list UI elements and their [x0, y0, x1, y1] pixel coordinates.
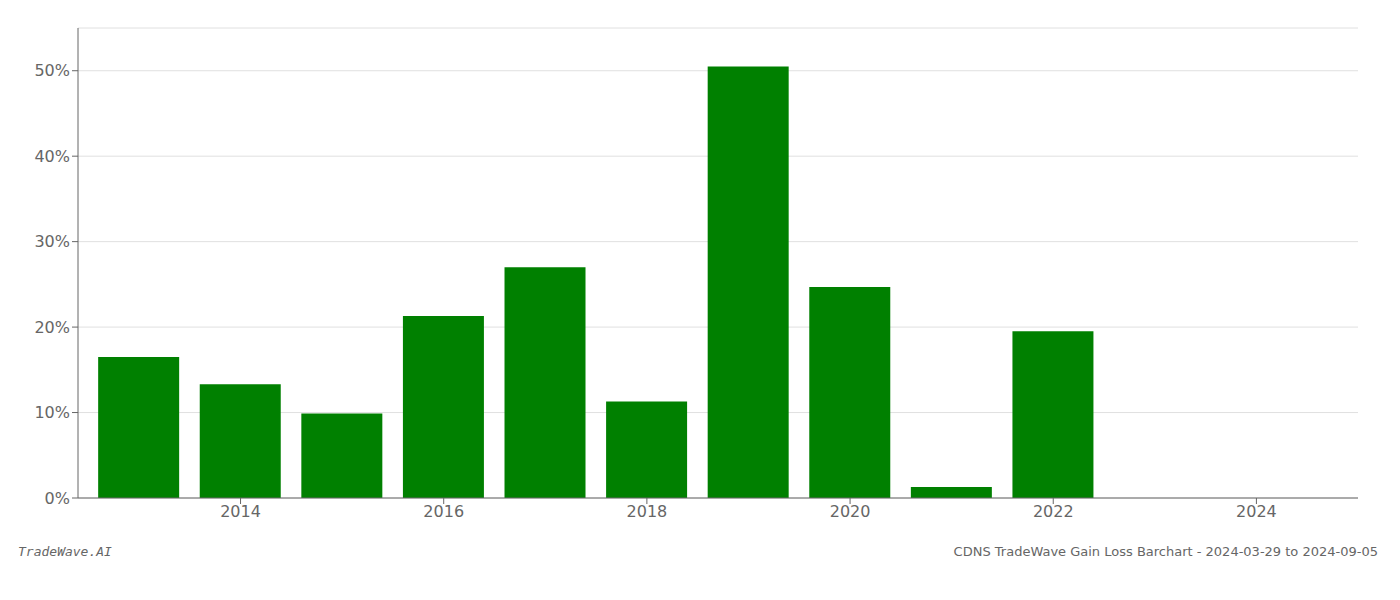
html-text:CDNS TradeWave Gain Loss Barch: CDNS TradeWave Gain Loss Barchart - 2024… — [953, 544, 1378, 559]
svg-text:0%: 0% — [45, 489, 70, 508]
html-text:TradeWave.AI: TradeWave.AI — [18, 544, 112, 559]
svg-text:40%: 40% — [34, 147, 70, 166]
svg-text:10%: 10% — [34, 403, 70, 422]
svg-text:2018: 2018 — [627, 502, 668, 521]
svg-text:2020: 2020 — [830, 502, 871, 521]
svg-text:30%: 30% — [34, 232, 70, 251]
svg-text:20%: 20% — [34, 318, 70, 337]
svg-text:50%: 50% — [34, 61, 70, 80]
svg-text:2022: 2022 — [1033, 502, 1074, 521]
svg-text:2014: 2014 — [220, 502, 261, 521]
svg-text:2024: 2024 — [1236, 502, 1277, 521]
svg-text:2016: 2016 — [423, 502, 464, 521]
